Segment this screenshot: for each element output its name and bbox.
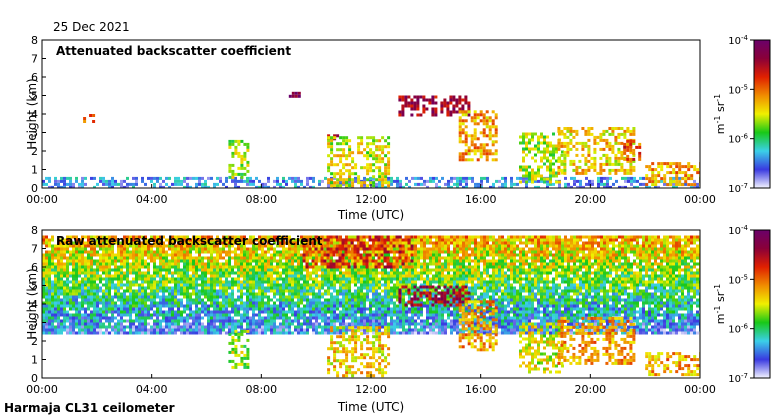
x-tick-label: 04:00 (136, 193, 168, 206)
x-tick-label: 12:00 (355, 193, 387, 206)
colorbar-ticks: 10-4 10-5 10-6 10-7 (728, 224, 754, 385)
backscatter-feature (302, 235, 414, 269)
colorbar-ticks: 10-4 10-5 10-6 10-7 (728, 34, 754, 195)
y-axis: 0 1 2 3 4 5 6 7 8 (31, 224, 46, 385)
y-tick-label: 6 (31, 71, 38, 84)
y-axis-label: Height (km) (25, 78, 39, 149)
y-tick-label: 4 (31, 108, 38, 121)
panel-title: Raw attenuated backscatter coefficient (56, 234, 323, 248)
x-tick-label: 20:00 (574, 193, 606, 206)
y-tick-label: 7 (31, 243, 38, 256)
x-tick-label: 00:00 (684, 193, 716, 206)
x-tick-label: 16:00 (465, 383, 497, 396)
x-tick-label: 08:00 (245, 193, 277, 206)
x-tick-label: 20:00 (574, 383, 606, 396)
y-axis-label: Height (km) (25, 268, 39, 339)
colorbar-tick-label: 10-4 (728, 34, 748, 47)
backscatter-feature (228, 329, 250, 369)
y-tick-label: 1 (31, 164, 38, 177)
y-tick-label: 3 (31, 127, 38, 140)
x-tick-label: 00:00 (26, 383, 58, 396)
x-tick-label: 04:00 (136, 383, 168, 396)
backscatter-feature (228, 139, 250, 179)
x-tick-label: 16:00 (465, 193, 497, 206)
colorbar-tick-label: 10-6 (728, 323, 748, 336)
backscatter-feature (519, 322, 564, 374)
backscatter-feature (327, 326, 391, 378)
y-tick-label: 1 (31, 354, 38, 367)
backscatter-feature (645, 352, 700, 377)
date-label: 25 Dec 2021 (53, 20, 130, 34)
y-tick-label: 8 (31, 224, 38, 237)
colorbar-tick-label: 10-6 (728, 133, 748, 146)
x-axis: 00:00 04:00 08:00 12:00 16:00 20:00 00:00 (26, 184, 716, 206)
x-tick-label: 12:00 (355, 383, 387, 396)
backscatter-feature (327, 136, 391, 188)
y-tick-label: 2 (31, 335, 38, 348)
y-tick-label: 3 (31, 317, 38, 330)
y-tick-label: 0 (31, 182, 38, 195)
y-tick-label: 7 (31, 53, 38, 66)
colorbar-tick-label: 10-5 (728, 83, 748, 96)
colorbar-tick-label: 10-7 (728, 182, 748, 195)
backscatter-feature (519, 132, 564, 184)
y-tick-label: 4 (31, 298, 38, 311)
footer-instrument-label: Harmaja CL31 ceilometer (4, 401, 175, 415)
colorbar (753, 229, 771, 379)
colorbar-tick-label: 10-4 (728, 224, 748, 237)
y-tick-label: 2 (31, 145, 38, 158)
x-tick-label: 08:00 (245, 383, 277, 396)
y-tick-label: 6 (31, 261, 38, 274)
heatmap (42, 235, 700, 378)
y-tick-label: 8 (31, 34, 38, 47)
colorbar (753, 39, 771, 189)
backscatter-feature (557, 316, 636, 365)
colorbar-label: m-1 sr-1 (713, 94, 727, 134)
y-tick-label: 5 (31, 280, 38, 293)
x-axis-label: Time (UTC) (337, 400, 404, 414)
colorbar-tick-label: 10-5 (728, 273, 748, 286)
panel-raw: Raw attenuated backscatter coefficient 0… (25, 224, 771, 414)
backscatter-feature (458, 110, 498, 162)
y-axis: 0 1 2 3 4 5 6 7 8 (31, 34, 46, 195)
x-tick-label: 00:00 (684, 383, 716, 396)
x-axis: 00:00 04:00 08:00 12:00 16:00 20:00 00:00 (26, 374, 716, 396)
backscatter-feature (645, 162, 700, 187)
colorbar-label: m-1 sr-1 (713, 284, 727, 324)
y-tick-label: 5 (31, 90, 38, 103)
panel-attenuated: Attenuated backscatter coefficient 0 1 2 3 4… (25, 34, 771, 222)
y-tick-label: 0 (31, 372, 38, 385)
colorbar-tick-label: 10-7 (728, 372, 748, 385)
backscatter-feature (458, 300, 498, 352)
x-tick-label: 00:00 (26, 193, 58, 206)
x-axis-label: Time (UTC) (337, 208, 404, 222)
backscatter-feature (83, 114, 96, 123)
heatmap (42, 91, 700, 188)
backscatter-feature (623, 139, 642, 161)
backscatter-feature (288, 91, 301, 98)
panel-title: Attenuated backscatter coefficient (56, 44, 291, 58)
